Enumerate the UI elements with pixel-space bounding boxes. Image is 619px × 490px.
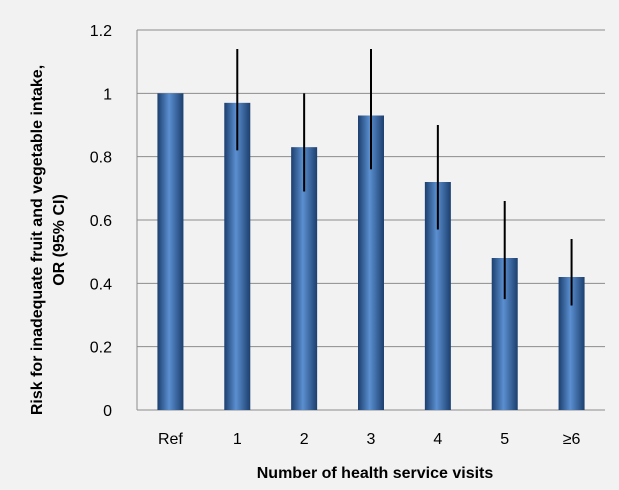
bar xyxy=(224,102,251,410)
y-tick-label: 0.2 xyxy=(90,340,112,357)
error-bars xyxy=(236,49,573,306)
y-tick-label: 0 xyxy=(103,403,112,420)
x-tick-label: 5 xyxy=(500,431,509,448)
x-tick-label: 3 xyxy=(367,431,376,448)
y-tick-labels: 0 0.2 0.4 0.6 0.8 1 1.2 xyxy=(90,23,112,420)
y-tick-label: 1.2 xyxy=(90,23,112,40)
x-tick-label: 4 xyxy=(433,431,442,448)
x-tick-label: Ref xyxy=(158,431,183,448)
y-tick-label: 0.8 xyxy=(90,150,112,167)
x-tick-label: ≥6 xyxy=(563,431,581,448)
bar xyxy=(157,93,184,410)
y-tick-label: 1 xyxy=(103,86,112,103)
x-tick-label: 2 xyxy=(300,431,309,448)
y-axis-title-line2: OR (95% CI) xyxy=(51,194,68,286)
y-tick-label: 0.6 xyxy=(90,213,112,230)
x-axis-title: Number of health service visits xyxy=(257,465,494,482)
x-tick-labels: Ref 1 2 3 4 5 ≥6 xyxy=(158,431,581,448)
y-axis-title-line1: Risk for inadequate fruit and vegetable … xyxy=(29,65,46,415)
bars xyxy=(157,93,585,410)
x-tick-label: 1 xyxy=(233,431,242,448)
y-tick-label: 0.4 xyxy=(90,276,112,293)
